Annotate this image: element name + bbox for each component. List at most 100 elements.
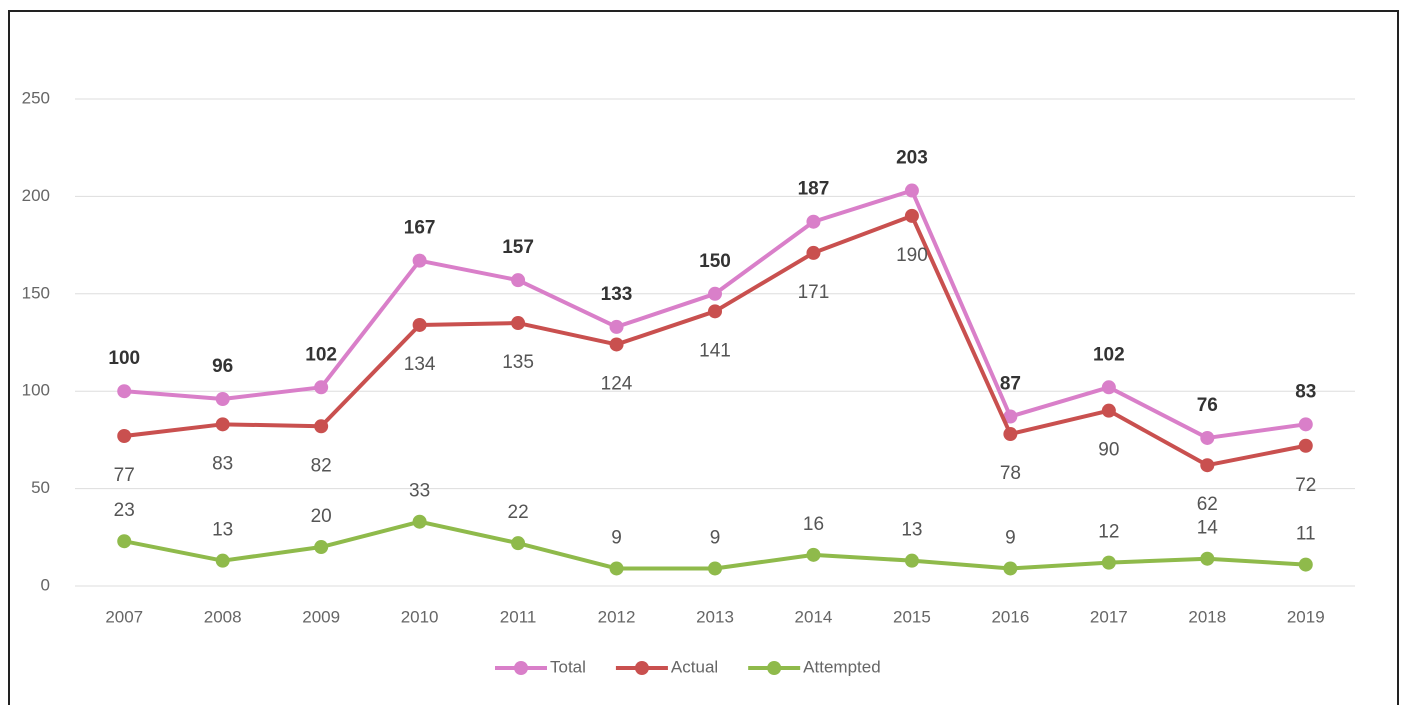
y-tick-label: 0 [41, 575, 50, 594]
data-label: 22 [508, 502, 529, 523]
data-label: 83 [1295, 381, 1316, 402]
point [215, 553, 230, 568]
point [806, 547, 821, 562]
data-label: 23 [114, 500, 135, 521]
data-label: 12 [1098, 522, 1119, 543]
point [1003, 561, 1018, 576]
data-label: 77 [114, 465, 135, 486]
point [215, 417, 230, 432]
data-label: 33 [409, 481, 430, 502]
data-label: 133 [601, 284, 633, 305]
x-tick-label: 2018 [1188, 607, 1226, 626]
point [609, 319, 624, 334]
data-label: 157 [502, 237, 534, 258]
legend-marker [634, 661, 649, 675]
data-label: 78 [1000, 463, 1021, 484]
y-tick-label: 200 [22, 186, 50, 205]
x-tick-label: 2008 [204, 607, 242, 626]
data-label: 11 [1296, 524, 1316, 545]
data-label: 187 [798, 179, 830, 200]
point [708, 561, 722, 576]
point [904, 553, 919, 568]
point [1003, 409, 1018, 424]
data-label: 134 [404, 354, 436, 375]
x-tick-label: 2007 [105, 607, 143, 626]
point [806, 214, 821, 229]
point [1298, 557, 1313, 572]
point [708, 304, 722, 319]
point [1298, 417, 1313, 432]
data-label: 90 [1098, 440, 1119, 461]
x-tick-label: 2009 [302, 607, 340, 626]
chart-frame [8, 10, 1399, 705]
point [1101, 380, 1116, 395]
data-label: 13 [901, 520, 922, 541]
point [412, 514, 427, 529]
x-tick-label: 2015 [893, 607, 931, 626]
y-tick-label: 50 [31, 478, 50, 497]
point [1003, 427, 1018, 442]
data-label: 167 [404, 218, 436, 239]
data-label: 141 [699, 340, 731, 361]
legend-label: Attempted [803, 657, 881, 676]
data-label: 9 [1005, 527, 1016, 548]
data-label: 171 [798, 282, 830, 303]
data-label: 100 [108, 348, 140, 369]
point [511, 536, 526, 551]
data-label: 76 [1197, 395, 1218, 416]
point [609, 337, 624, 352]
x-tick-label: 2011 [500, 607, 537, 626]
legend-marker [514, 661, 528, 675]
data-label: 124 [601, 373, 633, 394]
point [314, 540, 329, 555]
data-label: 83 [212, 453, 233, 474]
data-label: 82 [311, 455, 332, 476]
point [1101, 555, 1116, 570]
data-label: 102 [1093, 344, 1125, 365]
point [314, 380, 329, 395]
point [117, 384, 132, 399]
point [1200, 551, 1215, 566]
point [806, 245, 821, 260]
point [511, 273, 526, 288]
data-label: 9 [710, 527, 721, 548]
legend-label: Actual [671, 657, 718, 676]
data-label: 62 [1197, 494, 1218, 515]
data-label: 102 [305, 344, 337, 365]
point [314, 419, 329, 434]
point [412, 317, 427, 332]
x-tick-label: 2019 [1287, 607, 1325, 626]
point [904, 208, 919, 223]
point [609, 561, 624, 576]
data-label: 9 [611, 527, 622, 548]
data-label: 13 [212, 520, 233, 541]
point [1200, 458, 1215, 473]
point [708, 286, 722, 301]
x-tick-label: 2010 [401, 607, 439, 626]
x-tick-label: 2016 [991, 607, 1029, 626]
x-tick-label: 2014 [795, 607, 833, 626]
data-label: 96 [212, 356, 233, 377]
x-tick-label: 2017 [1090, 607, 1128, 626]
data-label: 87 [1000, 374, 1021, 395]
x-tick-label: 2012 [598, 607, 636, 626]
legend-marker [767, 661, 782, 675]
point [1101, 403, 1116, 418]
point [1200, 430, 1215, 445]
data-label: 203 [896, 148, 928, 169]
data-label: 20 [311, 506, 332, 527]
y-tick-label: 250 [22, 88, 50, 107]
point [117, 534, 132, 549]
point [215, 391, 230, 406]
point [1298, 438, 1313, 453]
y-tick-label: 100 [22, 381, 50, 400]
point [412, 253, 427, 268]
point [117, 429, 132, 444]
point [904, 183, 919, 198]
legend-label: Total [550, 657, 586, 676]
point [511, 316, 526, 331]
data-label: 135 [502, 352, 534, 373]
y-tick-label: 150 [22, 283, 50, 302]
data-label: 190 [896, 245, 928, 266]
